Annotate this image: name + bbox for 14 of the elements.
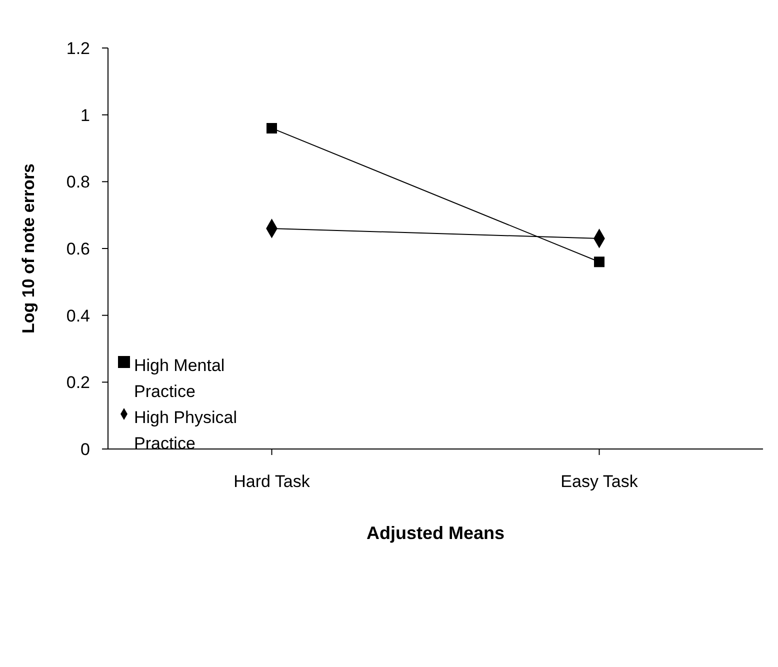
y-tick-label: 0.6 xyxy=(66,240,90,259)
y-tick-label: 0.8 xyxy=(66,172,90,192)
y-tick-label: 1.2 xyxy=(66,39,90,58)
y-tick-label: 0 xyxy=(80,440,90,460)
point xyxy=(266,122,277,134)
x-tick-label: Hard Task xyxy=(234,472,310,492)
point xyxy=(594,256,604,268)
x-axis-title: Adjusted Means xyxy=(366,523,505,543)
y-axis-title: Log 10 of note errors xyxy=(19,163,38,334)
y-tick-label: 0.4 xyxy=(66,306,90,326)
x-tick-label: Easy Task xyxy=(560,472,638,492)
legend-label: High Mental Practice xyxy=(134,355,226,403)
y-tick-label: 1 xyxy=(80,106,90,125)
y-tick-label: 0.2 xyxy=(66,373,90,392)
